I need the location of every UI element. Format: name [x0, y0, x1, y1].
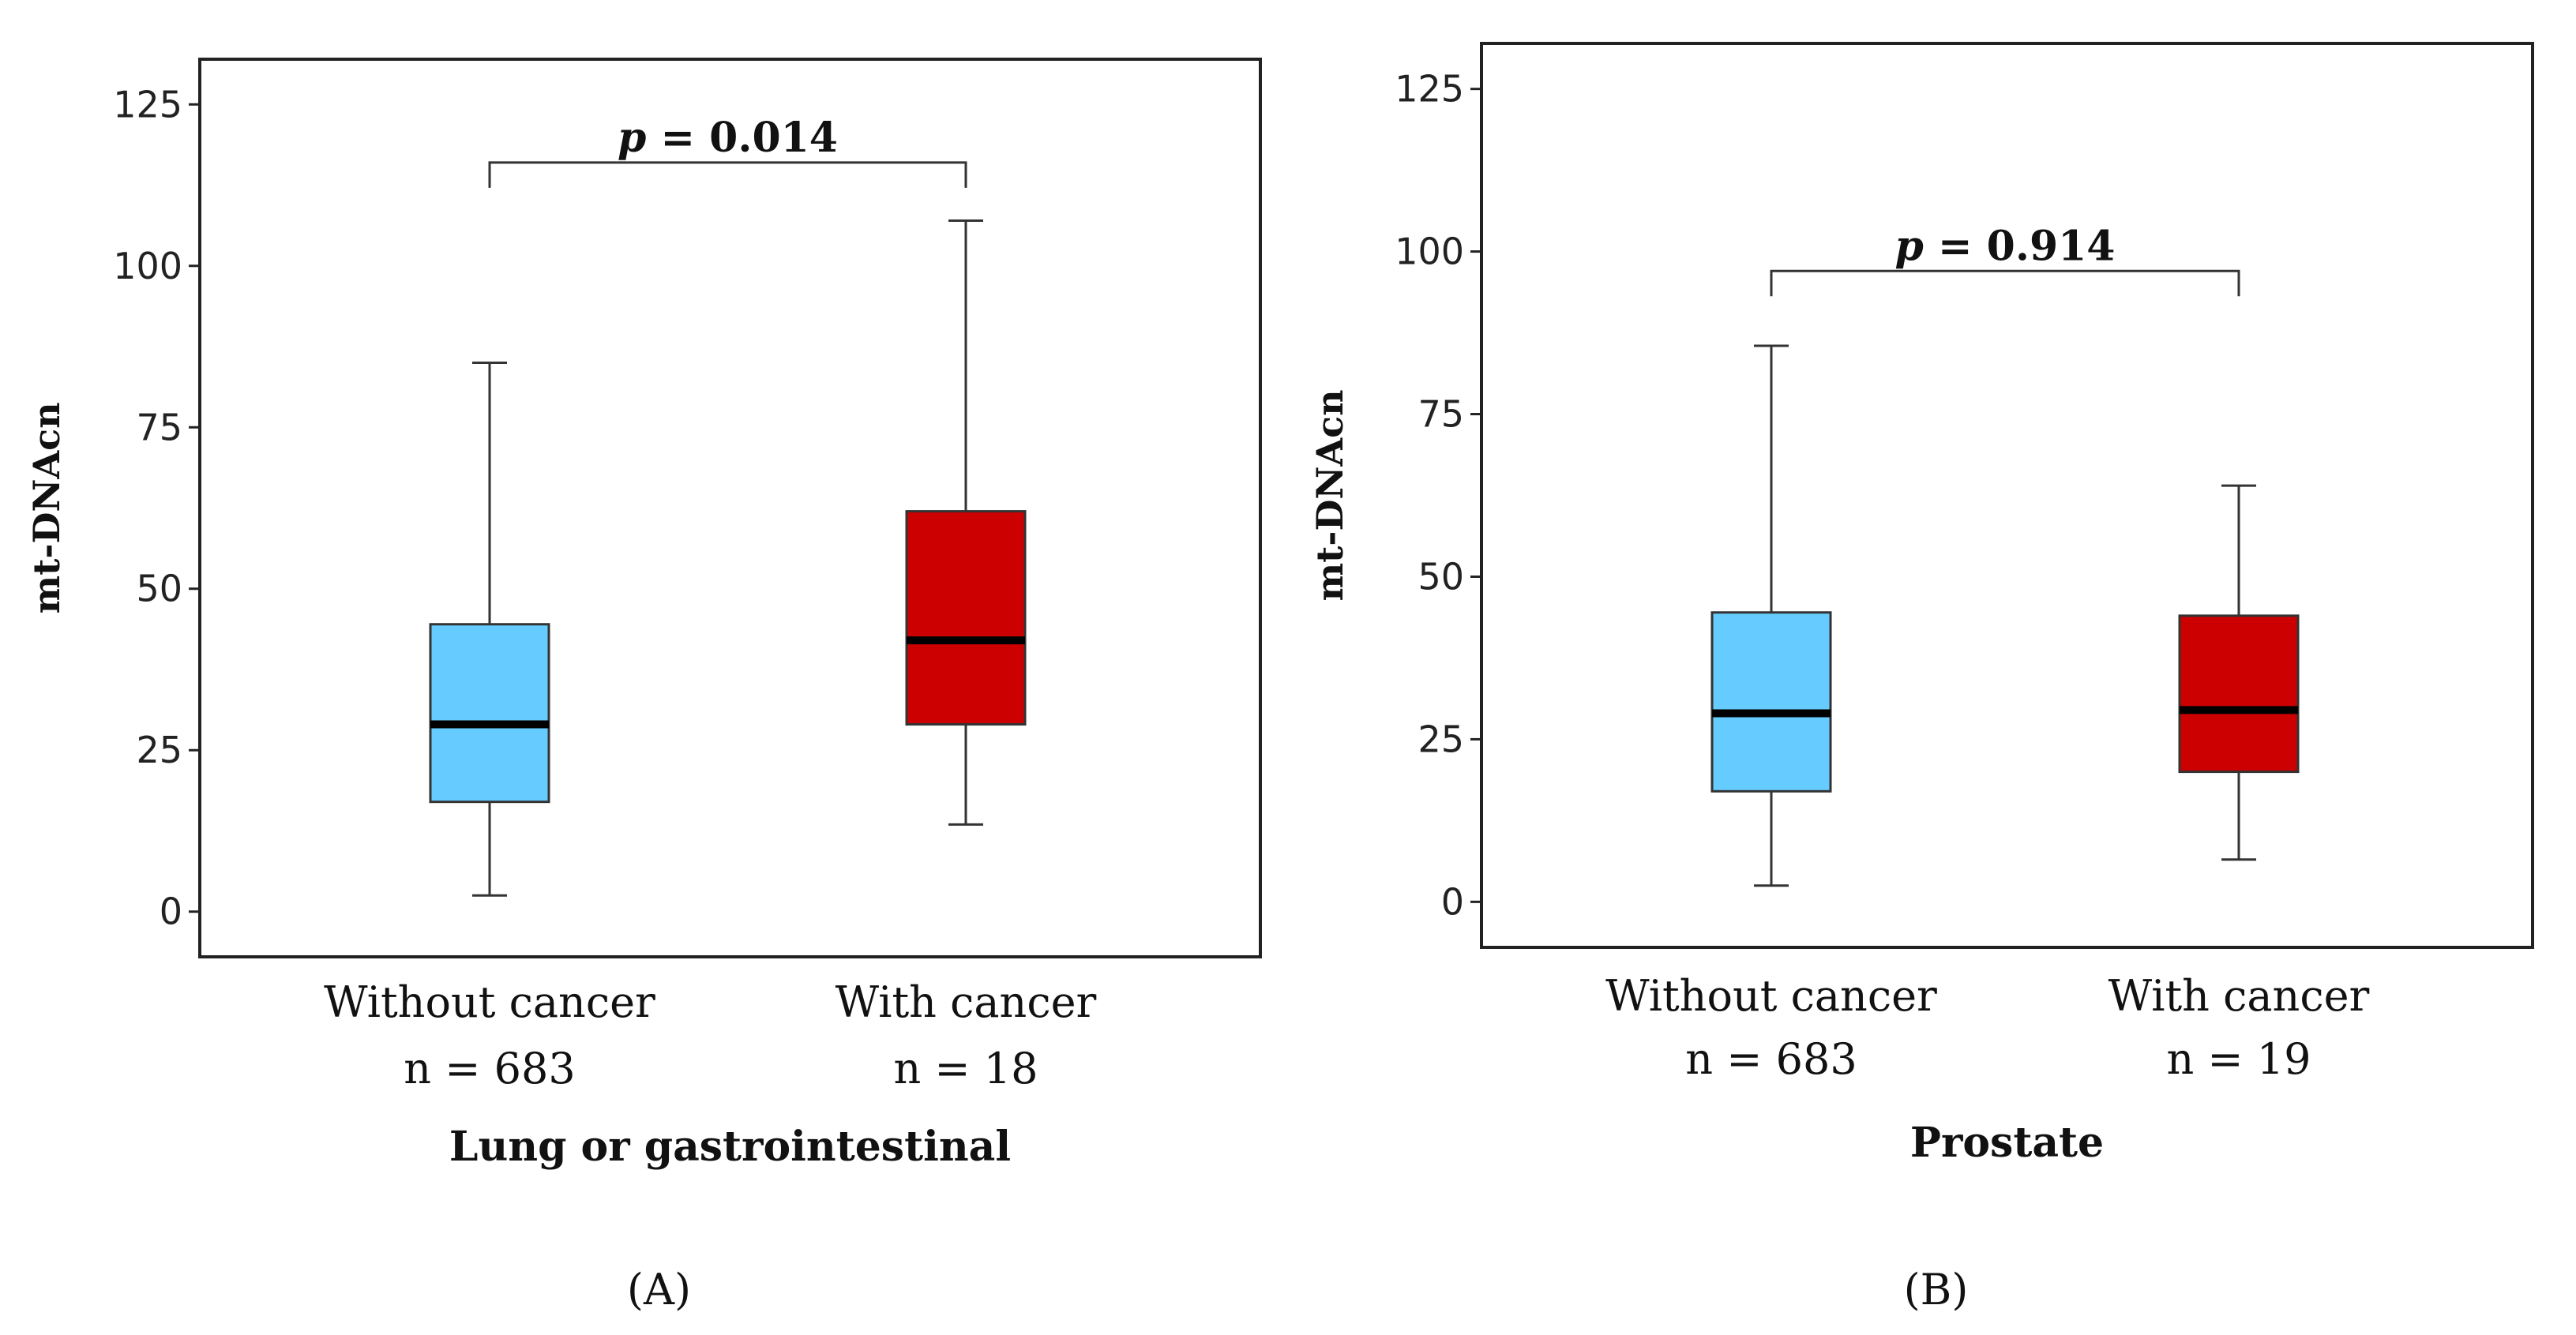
x-category-label: Without cancer — [324, 977, 655, 1027]
iqr-box — [429, 623, 550, 804]
p-value-label: p = 0.914 — [1895, 222, 2116, 270]
plot-frame — [198, 58, 1262, 958]
y-tick-label: 100 — [113, 245, 182, 287]
y-axis-title: mt-DNAcn — [25, 402, 68, 613]
p-value-label: p = 0.014 — [618, 114, 838, 162]
y-tick-label: 25 — [1418, 718, 1464, 760]
x-category-n: n = 683 — [404, 1044, 575, 1093]
chart-panel-a: 0 25 50 75 100 125 mt-DNAcn p = 0.014 Without ca… — [25, 58, 1262, 1314]
x-axis-title: Prostate — [1910, 1119, 2104, 1167]
x-category-n: n = 19 — [2166, 1034, 2311, 1084]
p-symbol: p — [1895, 222, 1924, 270]
x-category-label: Without cancer — [1605, 971, 1937, 1021]
y-tick-label: 25 — [136, 729, 182, 771]
box-with-cancer — [905, 219, 1027, 826]
y-axis-title: mt-DNAcn — [1309, 389, 1351, 601]
y-tick-label: 125 — [1395, 68, 1464, 111]
iqr-box — [905, 510, 1027, 726]
x-category-n: n = 683 — [1685, 1034, 1857, 1084]
p-symbol: p — [618, 114, 646, 162]
box-without-cancer — [429, 361, 550, 897]
y-tick-label: 75 — [1418, 393, 1464, 436]
x-category-n: n = 18 — [893, 1044, 1038, 1093]
p-value-text: = 0.014 — [646, 114, 838, 162]
plot-frame — [1480, 42, 2534, 949]
y-tick-label: 0 — [1441, 880, 1464, 923]
y-tick-label: 125 — [113, 83, 182, 126]
y-tick-label: 75 — [136, 406, 182, 448]
chart-panel-b: 0 25 50 75 100 125 mt-DNAcn p = 0.914 Without ca… — [1309, 42, 2534, 1314]
iqr-box — [2178, 614, 2300, 774]
comparison-bracket — [1770, 269, 2240, 297]
x-category-label: With cancer — [836, 977, 1097, 1027]
box-with-cancer — [2178, 484, 2300, 861]
box-without-cancer — [1710, 344, 1832, 887]
x-axis-title: Lung or gastrointestinal — [449, 1123, 1011, 1171]
x-category-label: With cancer — [2108, 971, 2370, 1021]
panel-label: (A) — [627, 1265, 691, 1314]
y-tick-label: 50 — [1418, 555, 1464, 598]
p-value-text: = 0.914 — [1924, 222, 2116, 270]
iqr-box — [1710, 611, 1832, 793]
y-tick-label: 100 — [1395, 231, 1464, 273]
y-tick-label: 50 — [136, 568, 182, 610]
y-tick-label: 0 — [160, 891, 182, 933]
panel-label: (B) — [1904, 1265, 1969, 1314]
comparison-bracket — [488, 161, 967, 188]
